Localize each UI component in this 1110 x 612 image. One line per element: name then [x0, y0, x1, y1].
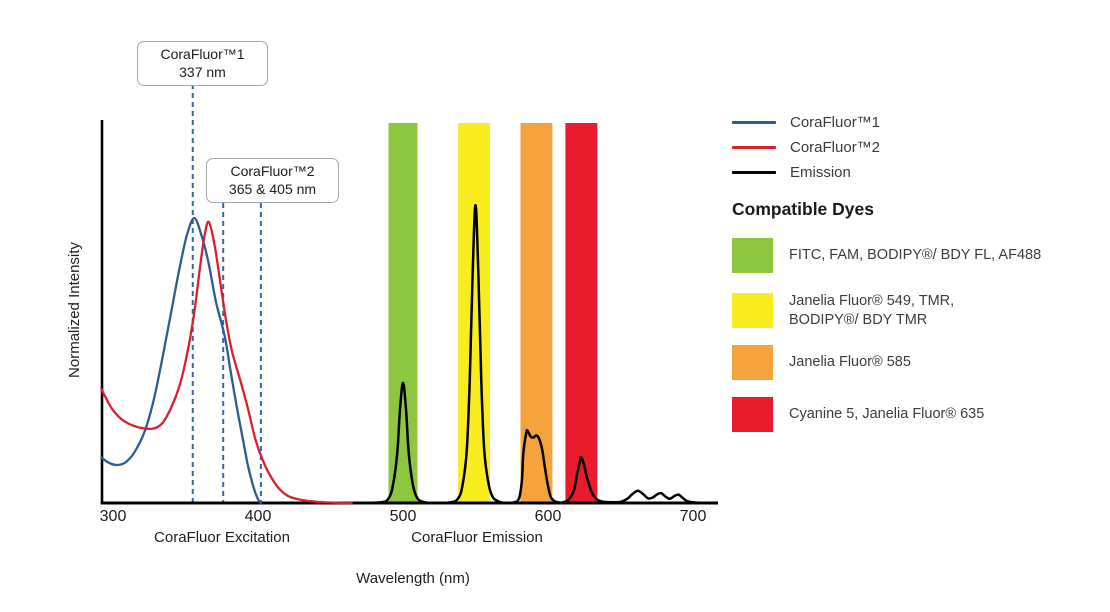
- dye-label-line: Janelia Fluor® 585: [789, 353, 911, 370]
- corafluor1-line-swatch: [732, 121, 776, 124]
- curve-corafluor-2: [100, 220, 354, 505]
- x-tick-label-500: 500: [390, 508, 417, 525]
- dye-band-2: [458, 123, 490, 503]
- dye-row-orange: Janelia Fluor® 585: [732, 344, 1104, 380]
- dye-row-yellow: Janelia Fluor® 549, TMR, BODIPY®/ BDY TM…: [732, 292, 1104, 330]
- legend-item-corafluor2: CoraFluor™2: [732, 135, 1104, 160]
- legend-panel: CoraFluor™1 CoraFluor™2 Emission Compati…: [732, 110, 1104, 432]
- dye-label: Janelia Fluor® 549, TMR, BODIPY®/ BDY TM…: [789, 292, 954, 330]
- spectra-plot: 300 400 500 600 700: [100, 84, 718, 525]
- dye-band-4: [565, 123, 598, 503]
- red-dye-swatch: [732, 396, 773, 432]
- x-tick-label-700: 700: [680, 508, 707, 525]
- legend-item-label: CoraFluor™2: [790, 139, 881, 156]
- dye-label-line: Cyanine 5, Janelia Fluor® 635: [789, 405, 985, 422]
- dye-label-line: BODIPY®/ BDY TMR: [789, 311, 928, 328]
- green-dye-swatch: [732, 238, 773, 273]
- orange-dye-swatch: [732, 344, 773, 380]
- dye-label: Cyanine 5, Janelia Fluor® 635: [789, 405, 984, 424]
- x-axis-label: Wavelength (nm): [356, 570, 470, 587]
- annotation-value: 365 & 405 nm: [228, 181, 317, 198]
- yellow-dye-swatch: [732, 293, 773, 329]
- dye-label: FITC, FAM, BODIPY®/ BDY FL, AF488: [789, 246, 1041, 265]
- curve-corafluor-1: [100, 216, 263, 505]
- x-tick-label-300: 300: [100, 508, 127, 525]
- annotation-value: 337 nm: [179, 64, 226, 81]
- legend-item-label: Emission: [790, 164, 851, 181]
- legend-item-corafluor1: CoraFluor™1: [732, 110, 1104, 135]
- compatible-dyes-heading: Compatible Dyes: [732, 199, 874, 219]
- x-tick-label-400: 400: [245, 508, 272, 525]
- emission-line-swatch: [732, 171, 776, 174]
- dye-row-red: Cyanine 5, Janelia Fluor® 635: [732, 396, 1104, 432]
- dye-band-1: [388, 123, 418, 503]
- annotation-title: CoraFluor™1: [160, 46, 245, 62]
- curve-emission: [352, 203, 703, 505]
- x-tick-label-600: 600: [535, 508, 562, 525]
- dye-label: Janelia Fluor® 585: [789, 353, 911, 372]
- dye-row-green: FITC, FAM, BODIPY®/ BDY FL, AF488: [732, 238, 1104, 273]
- y-axis-label: Normalized Intensity: [66, 242, 83, 378]
- annotation-corafluor1-337nm: CoraFluor™1 337 nm: [137, 41, 268, 86]
- annotation-corafluor2-365-405nm: CoraFluor™2 365 & 405 nm: [206, 158, 339, 203]
- corafluor2-line-swatch: [732, 146, 776, 149]
- x-section-label-emission: CoraFluor Emission: [411, 529, 543, 546]
- dye-label-line: FITC, FAM, BODIPY®/ BDY FL, AF488: [789, 247, 1042, 264]
- legend-item-label: CoraFluor™1: [790, 114, 881, 131]
- legend-item-emission: Emission: [732, 160, 1104, 185]
- dye-label-line: Janelia Fluor® 549, TMR,: [789, 293, 955, 309]
- x-section-label-excitation: CoraFluor Excitation: [154, 529, 290, 546]
- annotation-title: CoraFluor™2: [230, 163, 315, 179]
